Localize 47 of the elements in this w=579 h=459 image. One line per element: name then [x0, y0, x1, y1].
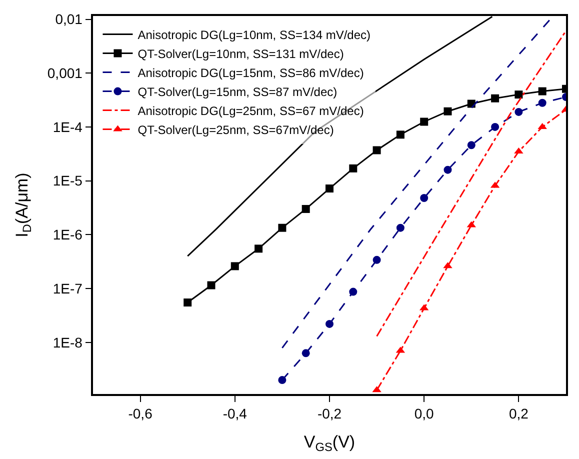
y-tick-label: 1E-4: [52, 118, 83, 135]
point: [444, 166, 452, 174]
y-tick-label: 0,01: [55, 11, 83, 28]
line-series: [376, 30, 566, 337]
point: [278, 376, 286, 384]
point: [349, 164, 358, 172]
point: [302, 204, 310, 213]
x-tick-label: 0,0: [414, 406, 434, 422]
point: [420, 118, 428, 126]
point: [349, 288, 358, 296]
point: [302, 349, 310, 358]
y-tick-label: 1E-8: [52, 334, 83, 350]
legend-label: QT-Solver(Lg=15nm, SS=87 mV/dec): [138, 84, 338, 99]
y-tick-label: 1E-6: [52, 226, 83, 243]
x-tick-label: 0,2: [508, 406, 529, 422]
point: [184, 298, 192, 307]
point: [444, 107, 452, 116]
point: [396, 224, 404, 232]
legend-label: Anisotropic DG(Lg=15nm, SS=86 mV/dec): [138, 66, 364, 80]
point: [396, 130, 404, 139]
point: [326, 184, 334, 193]
point: [538, 98, 546, 107]
point: [467, 141, 476, 150]
y-tick-label: 0,001: [47, 65, 83, 82]
point: [278, 224, 286, 232]
point: [491, 122, 500, 131]
point: [326, 320, 334, 328]
x-axis-title: V$_{GS}$(V): [304, 432, 356, 454]
point: [372, 146, 381, 154]
point: [514, 90, 523, 99]
y-tick-label: 1E-7: [52, 280, 83, 296]
point: [372, 256, 381, 264]
x-tick-label: -0,6: [128, 406, 153, 422]
legend-label: Anisotropic DG(Lg=25nm, SS=67 mV/dec): [138, 104, 364, 118]
point: [538, 87, 546, 96]
x-tick-label: -0,4: [222, 406, 248, 422]
legend-label: QT-Solver(Lg=10nm, SS=131 mV/dec): [138, 46, 344, 61]
point: [491, 94, 500, 102]
point: [514, 108, 523, 116]
point: [420, 194, 428, 202]
point: [230, 262, 239, 270]
point: [207, 281, 216, 290]
x-tick-label: -0,2: [317, 406, 342, 422]
y-tick-label: 1E-5: [52, 172, 83, 189]
legend-label: Anisotropic DG(Lg=10nm, SS=134 mV/dec): [138, 28, 371, 42]
point: [254, 244, 263, 253]
legend-label: QT-Solver(Lg=25nm, SS=67mV/dec): [138, 122, 334, 137]
